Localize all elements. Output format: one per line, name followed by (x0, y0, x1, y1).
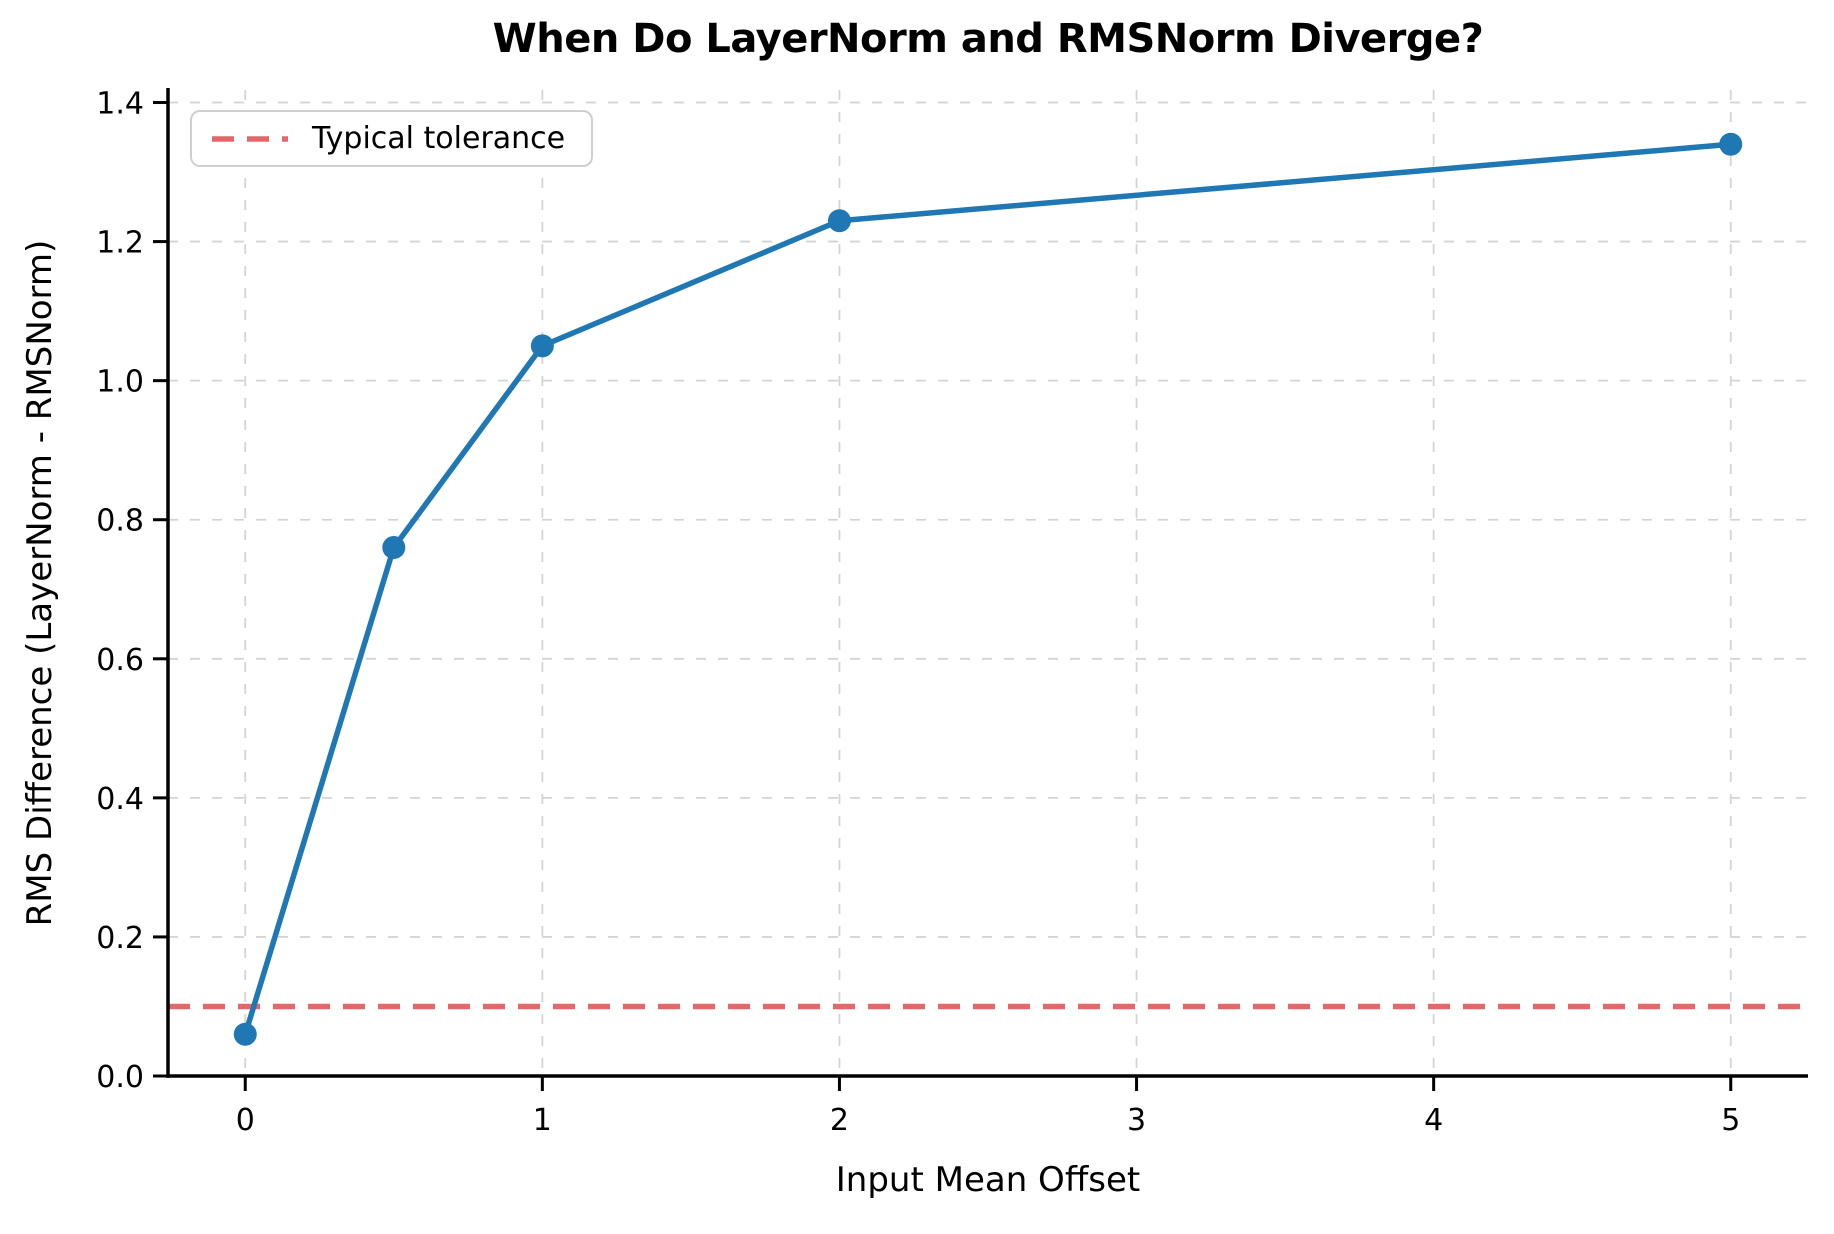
data-point-marker (530, 334, 554, 358)
data-point-marker (382, 536, 406, 560)
y-tick-label: 1.2 (96, 226, 144, 261)
y-tick-label: 0.6 (96, 643, 144, 678)
y-axis-label: RMS Difference (LayerNorm - RMSNorm) (20, 239, 60, 927)
x-tick-label: 4 (1424, 1103, 1443, 1138)
x-tick-label: 2 (830, 1103, 849, 1138)
legend: Typical tolerance (190, 110, 594, 167)
legend-label: Typical tolerance (312, 121, 566, 156)
legend-dashed-line-icon (212, 135, 288, 142)
x-axis-label: Input Mean Offset (835, 1160, 1141, 1200)
y-tick-label: 0.2 (96, 921, 144, 956)
y-tick-label: 0.0 (96, 1060, 144, 1095)
x-tick-label: 3 (1127, 1103, 1146, 1138)
y-tick-label: 0.8 (96, 504, 144, 539)
x-tick-label: 1 (533, 1103, 552, 1138)
y-tick-label: 0.4 (96, 782, 144, 817)
data-point-marker (827, 209, 851, 233)
data-point-marker (233, 1022, 257, 1046)
data-series-line (242, 141, 1734, 1038)
chart-title: When Do LayerNorm and RMSNorm Diverge? (492, 16, 1484, 62)
data-point-marker (1719, 132, 1743, 156)
x-tick-label: 5 (1721, 1103, 1740, 1138)
y-tick-label: 1.0 (96, 365, 144, 400)
y-tick-label: 1.4 (96, 87, 144, 122)
x-tick-label: 0 (236, 1103, 255, 1138)
